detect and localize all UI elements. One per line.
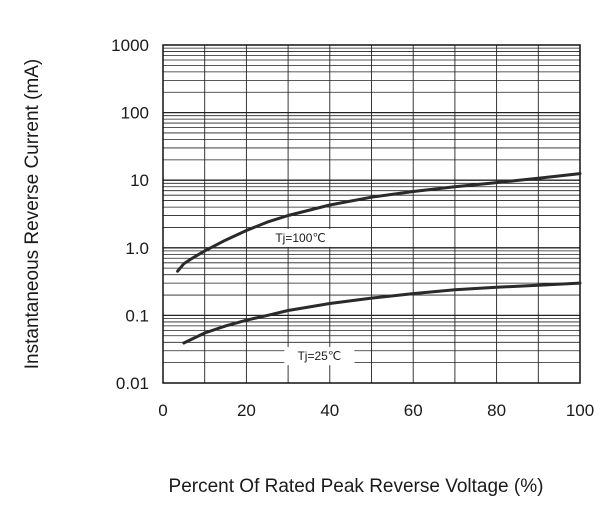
series-layer: Tj=100℃ Tj=25℃ bbox=[176, 172, 582, 366]
series-line bbox=[176, 172, 582, 273]
x-tick-label: 20 bbox=[237, 401, 256, 420]
series-label: Tj=100℃ bbox=[275, 231, 326, 245]
tick-labels: 0.01 0.1 1.0 10 100 1000 0 20 40 60 80 100 bbox=[111, 36, 594, 420]
x-axis-title: Percent Of Rated Peak Reverse Voltage (%… bbox=[169, 476, 544, 497]
series-label-bg bbox=[265, 228, 336, 247]
y-tick-label: 0.1 bbox=[125, 306, 149, 325]
x-tick-label: 0 bbox=[158, 401, 167, 420]
series-label-bg bbox=[284, 347, 355, 366]
series-label: Tj=25℃ bbox=[297, 349, 341, 363]
x-tick-label: 40 bbox=[320, 401, 339, 420]
y-tick-label: 1.0 bbox=[125, 239, 149, 258]
y-axis-title: Instantaneous Reverse Current (mA) bbox=[22, 59, 43, 369]
y-tick-label: 1000 bbox=[111, 36, 149, 55]
x-tick-label: 80 bbox=[487, 401, 506, 420]
x-tick-label: 60 bbox=[404, 401, 423, 420]
plot-border bbox=[162, 44, 581, 384]
x-tick-label: 100 bbox=[566, 401, 594, 420]
y-tick-label: 10 bbox=[130, 171, 149, 190]
series-line bbox=[182, 281, 582, 345]
grid bbox=[163, 45, 580, 383]
y-tick-label: 0.01 bbox=[116, 374, 149, 393]
y-tick-label: 100 bbox=[121, 104, 149, 123]
